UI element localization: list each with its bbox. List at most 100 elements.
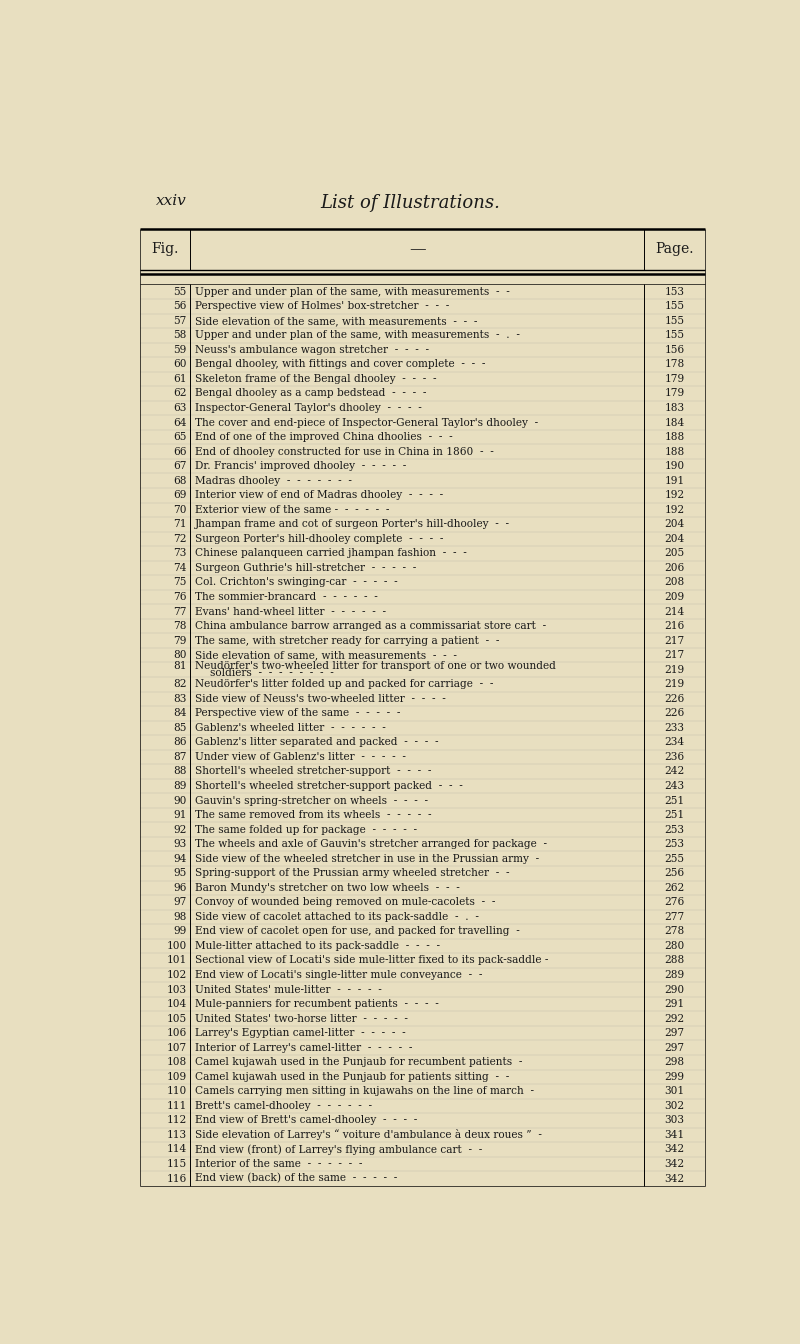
Text: Camel kujawah used in the Punjaub for recumbent patients  -: Camel kujawah used in the Punjaub for re…	[195, 1058, 522, 1067]
Text: Interior of the same  -  -  -  -  -  -: Interior of the same - - - - - -	[195, 1159, 362, 1169]
Text: 341: 341	[664, 1130, 685, 1140]
Text: 290: 290	[664, 985, 685, 995]
Text: 253: 253	[665, 825, 685, 835]
Text: 188: 188	[664, 446, 685, 457]
Text: China ambulance barrow arranged as a commissariat store cart  -: China ambulance barrow arranged as a com…	[195, 621, 546, 632]
Text: Camels carrying men sitting in kujawahs on the line of march  -: Camels carrying men sitting in kujawahs …	[195, 1086, 534, 1097]
Text: Neudörfer's two-wheeled litter for transport of one or two wounded: Neudörfer's two-wheeled litter for trans…	[195, 661, 556, 672]
Text: Perspective view of the same  -  -  -  -  -: Perspective view of the same - - - - -	[195, 708, 400, 718]
Text: 68: 68	[174, 476, 187, 485]
Text: 114: 114	[166, 1145, 187, 1154]
Text: Gablenz's litter separated and packed  -  -  -  -: Gablenz's litter separated and packed - …	[195, 738, 438, 747]
Text: 192: 192	[664, 491, 685, 500]
Text: End view (front) of Larrey's flying ambulance cart  -  -: End view (front) of Larrey's flying ambu…	[195, 1144, 482, 1154]
Text: 278: 278	[664, 926, 685, 937]
Text: 110: 110	[166, 1086, 187, 1097]
Text: 217: 217	[664, 636, 685, 645]
Text: Side elevation of Larrey's “ voiture d'ambulance à deux roues ”  -: Side elevation of Larrey's “ voiture d'a…	[195, 1129, 542, 1141]
Text: 58: 58	[174, 331, 187, 340]
Text: 262: 262	[664, 883, 685, 892]
Text: Convoy of wounded being removed on mule-cacolets  -  -: Convoy of wounded being removed on mule-…	[195, 898, 495, 907]
Text: soldiers  -  -  -  -  -  -  -  -: soldiers - - - - - - - -	[210, 668, 334, 677]
Text: 55: 55	[174, 286, 187, 297]
Text: 98: 98	[174, 911, 187, 922]
Text: 108: 108	[166, 1058, 187, 1067]
Text: Exterior view of the same -  -  -  -  -  -: Exterior view of the same - - - - - -	[195, 505, 390, 515]
Text: 298: 298	[664, 1058, 685, 1067]
Text: 101: 101	[166, 956, 187, 965]
Text: 297: 297	[664, 1028, 685, 1038]
Text: End of dhooley constructed for use in China in 1860  -  -: End of dhooley constructed for use in Ch…	[195, 446, 494, 457]
Text: 243: 243	[664, 781, 685, 792]
Text: 74: 74	[174, 563, 187, 573]
Text: Skeleton frame of the Bengal dhooley  -  -  -  -: Skeleton frame of the Bengal dhooley - -…	[195, 374, 436, 384]
Text: 106: 106	[166, 1028, 187, 1038]
Text: 156: 156	[664, 345, 685, 355]
Text: 184: 184	[664, 418, 685, 427]
Text: 253: 253	[665, 839, 685, 849]
Text: 299: 299	[665, 1071, 685, 1082]
Text: 208: 208	[664, 578, 685, 587]
Text: The same, with stretcher ready for carrying a patient  -  -: The same, with stretcher ready for carry…	[195, 636, 499, 645]
Text: 205: 205	[664, 548, 685, 558]
Text: 85: 85	[174, 723, 187, 732]
Text: End view (back) of the same  -  -  -  -  -: End view (back) of the same - - - - -	[195, 1173, 397, 1184]
Text: 96: 96	[174, 883, 187, 892]
Text: Shortell's wheeled stretcher-support  -  -  -  -: Shortell's wheeled stretcher-support - -…	[195, 766, 431, 777]
Text: 155: 155	[665, 316, 685, 325]
Text: 63: 63	[174, 403, 187, 413]
Text: 242: 242	[664, 766, 685, 777]
Text: 191: 191	[664, 476, 685, 485]
Text: 204: 204	[664, 519, 685, 530]
Text: 190: 190	[664, 461, 685, 472]
Text: 76: 76	[174, 591, 187, 602]
Text: 79: 79	[174, 636, 187, 645]
Text: Camel kujawah used in the Punjaub for patients sitting  -  -: Camel kujawah used in the Punjaub for pa…	[195, 1071, 509, 1082]
Text: 233: 233	[665, 723, 685, 732]
Text: 64: 64	[174, 418, 187, 427]
Text: 204: 204	[664, 534, 685, 544]
Text: 116: 116	[166, 1173, 187, 1184]
Text: 289: 289	[664, 970, 685, 980]
Text: 188: 188	[664, 431, 685, 442]
Text: Fig.: Fig.	[151, 242, 178, 257]
Text: Madras dhooley  -  -  -  -  -  -  -: Madras dhooley - - - - - - -	[195, 476, 352, 485]
Text: 77: 77	[174, 606, 187, 617]
Text: 111: 111	[166, 1101, 187, 1111]
Text: Sectional view of Locati's side mule-litter fixed to its pack-saddle -: Sectional view of Locati's side mule-lit…	[195, 956, 548, 965]
Text: 102: 102	[166, 970, 187, 980]
Text: Under view of Gablenz's litter  -  -  -  -  -: Under view of Gablenz's litter - - - - -	[195, 751, 406, 762]
Text: Baron Mundy's stretcher on two low wheels  -  -  -: Baron Mundy's stretcher on two low wheel…	[195, 883, 460, 892]
Text: Bengal dhooley, with fittings and cover complete  -  -  -: Bengal dhooley, with fittings and cover …	[195, 359, 486, 370]
Text: 99: 99	[174, 926, 187, 937]
Text: 115: 115	[166, 1159, 187, 1169]
Text: Gauvin's spring-stretcher on wheels  -  -  -  -: Gauvin's spring-stretcher on wheels - - …	[195, 796, 428, 805]
Text: 342: 342	[664, 1145, 685, 1154]
Text: Evans' hand-wheel litter  -  -  -  -  -  -: Evans' hand-wheel litter - - - - - -	[195, 606, 386, 617]
Text: —: —	[409, 241, 426, 258]
Text: 251: 251	[664, 810, 685, 820]
Text: Dr. Francis' improved dhooley  -  -  -  -  -: Dr. Francis' improved dhooley - - - - -	[195, 461, 406, 472]
Text: Surgeon Porter's hill-dhooley complete  -  -  -  -: Surgeon Porter's hill-dhooley complete -…	[195, 534, 443, 544]
Text: 69: 69	[174, 491, 187, 500]
Text: 219: 219	[664, 665, 685, 675]
Text: The same folded up for package  -  -  -  -  -: The same folded up for package - - - - -	[195, 825, 417, 835]
Text: 105: 105	[166, 1013, 187, 1024]
Text: 86: 86	[174, 738, 187, 747]
Text: Page.: Page.	[655, 242, 694, 257]
Text: 302: 302	[664, 1101, 685, 1111]
Text: 104: 104	[166, 999, 187, 1009]
Text: 87: 87	[174, 751, 187, 762]
Text: 94: 94	[174, 853, 187, 864]
Text: 78: 78	[174, 621, 187, 632]
Text: Gablenz's wheeled litter  -  -  -  -  -  -: Gablenz's wheeled litter - - - - - -	[195, 723, 386, 732]
Text: 301: 301	[664, 1086, 685, 1097]
Text: 226: 226	[664, 694, 685, 704]
Text: 83: 83	[174, 694, 187, 704]
Text: End view of Brett's camel-dhooley  -  -  -  -: End view of Brett's camel-dhooley - - - …	[195, 1116, 417, 1125]
Text: 209: 209	[664, 591, 685, 602]
Text: Upper and under plan of the same, with measurements  -  -: Upper and under plan of the same, with m…	[195, 286, 510, 297]
Text: 92: 92	[174, 825, 187, 835]
Text: Perspective view of Holmes' box-stretcher  -  -  -: Perspective view of Holmes' box-stretche…	[195, 301, 449, 312]
Text: 66: 66	[174, 446, 187, 457]
